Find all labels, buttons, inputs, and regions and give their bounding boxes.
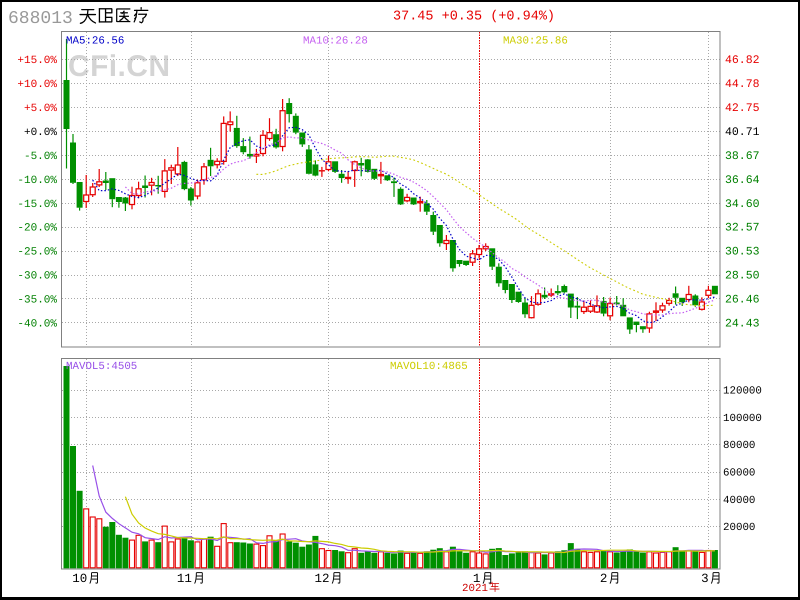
svg-text:26.46: 26.46 xyxy=(725,294,760,307)
svg-text:34.60: 34.60 xyxy=(725,198,760,211)
svg-text:46.82: 46.82 xyxy=(725,54,760,67)
svg-text:3: 3 xyxy=(701,572,709,586)
svg-text:+0.0%: +0.0% xyxy=(24,127,57,139)
svg-text:-30.0%: -30.0% xyxy=(17,271,57,283)
svg-text:-5.0%: -5.0% xyxy=(24,151,57,163)
svg-text:-15.0%: -15.0% xyxy=(17,199,57,211)
svg-text:12: 12 xyxy=(315,572,330,586)
svg-text:28.50: 28.50 xyxy=(725,270,760,283)
svg-text:+10.0%: +10.0% xyxy=(17,79,57,91)
svg-text:MAVOL5:4505: MAVOL5:4505 xyxy=(66,361,137,373)
svg-text:32.57: 32.57 xyxy=(725,222,760,235)
svg-text:CFi.CN: CFi.CN xyxy=(68,50,170,83)
svg-text:38.67: 38.67 xyxy=(725,150,760,163)
svg-text:80000: 80000 xyxy=(723,440,755,452)
svg-text:MA10:26.28: MA10:26.28 xyxy=(303,36,368,48)
svg-text:2: 2 xyxy=(600,572,608,586)
svg-text:24.43: 24.43 xyxy=(725,317,760,330)
svg-text:1: 1 xyxy=(473,572,481,586)
svg-text:37.45 +0.35 (+0.94%): 37.45 +0.35 (+0.94%) xyxy=(393,10,555,25)
svg-text:30.53: 30.53 xyxy=(725,246,760,259)
svg-text:688013: 688013 xyxy=(8,9,73,29)
svg-text:MA30:25.86: MA30:25.86 xyxy=(503,36,568,48)
svg-text:2021: 2021 xyxy=(462,583,488,595)
svg-text:MA5:26.56: MA5:26.56 xyxy=(66,36,124,48)
svg-text:100000: 100000 xyxy=(723,413,762,425)
svg-text:44.78: 44.78 xyxy=(725,78,760,91)
svg-text:10: 10 xyxy=(72,572,87,586)
svg-text:+15.0%: +15.0% xyxy=(17,55,57,67)
svg-text:42.75: 42.75 xyxy=(725,102,760,115)
svg-text:60000: 60000 xyxy=(723,468,755,480)
svg-text:-25.0%: -25.0% xyxy=(17,247,57,259)
svg-text:40.71: 40.71 xyxy=(725,126,760,139)
svg-text:-40.0%: -40.0% xyxy=(17,318,57,330)
svg-text:MAVOL10:4865: MAVOL10:4865 xyxy=(390,361,468,373)
svg-text:-20.0%: -20.0% xyxy=(17,223,57,235)
svg-text:-10.0%: -10.0% xyxy=(17,175,57,187)
svg-text:20000: 20000 xyxy=(723,522,755,534)
svg-text:-35.0%: -35.0% xyxy=(17,295,57,307)
svg-text:40000: 40000 xyxy=(723,495,755,507)
svg-text:11: 11 xyxy=(177,572,192,586)
svg-text:120000: 120000 xyxy=(723,386,762,398)
svg-text:36.64: 36.64 xyxy=(725,174,760,187)
svg-text:+5.0%: +5.0% xyxy=(24,103,57,115)
